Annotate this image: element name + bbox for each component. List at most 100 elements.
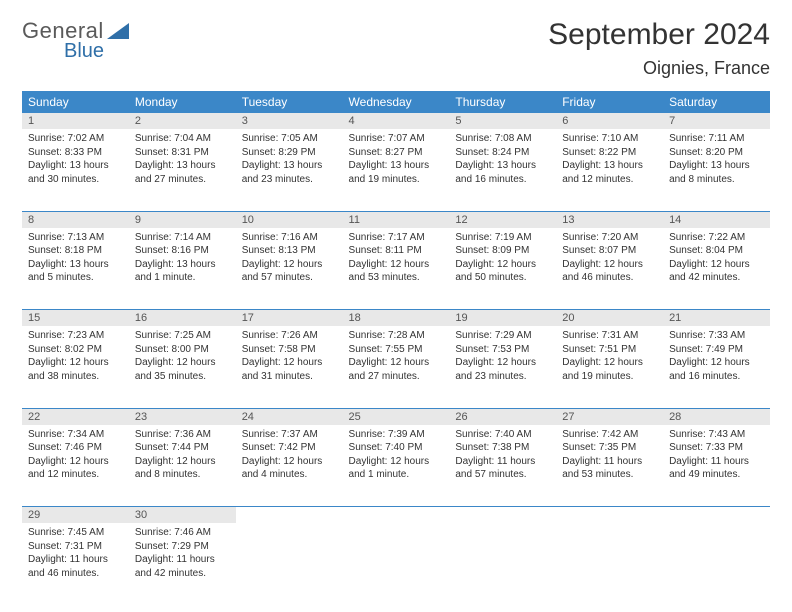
weekday-header: Saturday [663,91,770,113]
weekday-header-row: Sunday Monday Tuesday Wednesday Thursday… [22,91,770,113]
sunset-line: Sunset: 7:51 PM [562,343,657,357]
sunrise-line: Sunrise: 7:02 AM [28,132,123,146]
sunrise-line: Sunrise: 7:28 AM [349,329,444,343]
daynum-row: 1234567 [22,113,770,129]
day-number-cell: 15 [22,310,129,327]
sunset-line: Sunset: 8:18 PM [28,244,123,258]
day-content-cell: Sunrise: 7:08 AMSunset: 8:24 PMDaylight:… [449,129,556,211]
daylight-line: Daylight: 12 hours and 31 minutes. [242,356,337,383]
daylight-line: Daylight: 11 hours and 46 minutes. [28,553,123,580]
day-number-cell: 25 [343,408,450,425]
location: Oignies, France [548,58,770,79]
daynum-row: 22232425262728 [22,408,770,425]
day-content-cell: Sunrise: 7:34 AMSunset: 7:46 PMDaylight:… [22,425,129,507]
sunrise-line: Sunrise: 7:22 AM [669,231,764,245]
day-content-cell: Sunrise: 7:31 AMSunset: 7:51 PMDaylight:… [556,326,663,408]
day-number-cell: 4 [343,113,450,129]
daylight-line: Daylight: 13 hours and 1 minute. [135,258,230,285]
daylight-line: Daylight: 11 hours and 42 minutes. [135,553,230,580]
sunrise-line: Sunrise: 7:20 AM [562,231,657,245]
day-number-cell: 12 [449,211,556,228]
daylight-line: Daylight: 12 hours and 46 minutes. [562,258,657,285]
sunrise-line: Sunrise: 7:25 AM [135,329,230,343]
sunset-line: Sunset: 8:31 PM [135,146,230,160]
day-content-cell: Sunrise: 7:16 AMSunset: 8:13 PMDaylight:… [236,228,343,310]
daylight-line: Daylight: 13 hours and 19 minutes. [349,159,444,186]
day-number-cell: 1 [22,113,129,129]
day-number-cell: 22 [22,408,129,425]
sunrise-line: Sunrise: 7:10 AM [562,132,657,146]
sunset-line: Sunset: 8:16 PM [135,244,230,258]
daylight-line: Daylight: 12 hours and 16 minutes. [669,356,764,383]
daylight-line: Daylight: 13 hours and 12 minutes. [562,159,657,186]
daynum-row: 15161718192021 [22,310,770,327]
day-content-cell: Sunrise: 7:02 AMSunset: 8:33 PMDaylight:… [22,129,129,211]
day-content-cell [663,523,770,605]
sunrise-line: Sunrise: 7:19 AM [455,231,550,245]
sunrise-line: Sunrise: 7:42 AM [562,428,657,442]
sunrise-line: Sunrise: 7:11 AM [669,132,764,146]
weekday-header: Monday [129,91,236,113]
daylight-line: Daylight: 12 hours and 1 minute. [349,455,444,482]
day-content-cell: Sunrise: 7:46 AMSunset: 7:29 PMDaylight:… [129,523,236,605]
day-content-cell: Sunrise: 7:14 AMSunset: 8:16 PMDaylight:… [129,228,236,310]
sunset-line: Sunset: 7:55 PM [349,343,444,357]
sunrise-line: Sunrise: 7:39 AM [349,428,444,442]
day-number-cell: 26 [449,408,556,425]
sunrise-line: Sunrise: 7:08 AM [455,132,550,146]
daylight-line: Daylight: 12 hours and 35 minutes. [135,356,230,383]
day-number-cell: 7 [663,113,770,129]
daylight-line: Daylight: 12 hours and 23 minutes. [455,356,550,383]
day-number-cell: 13 [556,211,663,228]
logo-text-bottom: Blue [64,40,129,63]
sunrise-line: Sunrise: 7:43 AM [669,428,764,442]
sunrise-line: Sunrise: 7:33 AM [669,329,764,343]
day-content-cell: Sunrise: 7:25 AMSunset: 8:00 PMDaylight:… [129,326,236,408]
day-number-cell: 17 [236,310,343,327]
day-number-cell: 5 [449,113,556,129]
calendar-table: Sunday Monday Tuesday Wednesday Thursday… [22,91,770,605]
day-content-cell: Sunrise: 7:07 AMSunset: 8:27 PMDaylight:… [343,129,450,211]
daylight-line: Daylight: 11 hours and 57 minutes. [455,455,550,482]
daylight-line: Daylight: 13 hours and 23 minutes. [242,159,337,186]
sunset-line: Sunset: 7:31 PM [28,540,123,554]
day-number-cell [663,507,770,524]
sunrise-line: Sunrise: 7:45 AM [28,526,123,540]
day-number-cell: 19 [449,310,556,327]
day-content-cell: Sunrise: 7:22 AMSunset: 8:04 PMDaylight:… [663,228,770,310]
day-content-cell: Sunrise: 7:17 AMSunset: 8:11 PMDaylight:… [343,228,450,310]
title-block: September 2024 Oignies, France [548,18,770,79]
day-content-cell: Sunrise: 7:39 AMSunset: 7:40 PMDaylight:… [343,425,450,507]
day-number-cell [236,507,343,524]
sunset-line: Sunset: 8:20 PM [669,146,764,160]
sunset-line: Sunset: 8:24 PM [455,146,550,160]
day-content-cell: Sunrise: 7:19 AMSunset: 8:09 PMDaylight:… [449,228,556,310]
logo-triangle-icon [107,23,129,39]
sunset-line: Sunset: 8:02 PM [28,343,123,357]
day-number-cell: 14 [663,211,770,228]
daylight-line: Daylight: 13 hours and 27 minutes. [135,159,230,186]
daylight-line: Daylight: 13 hours and 30 minutes. [28,159,123,186]
sunset-line: Sunset: 7:58 PM [242,343,337,357]
day-content-cell: Sunrise: 7:40 AMSunset: 7:38 PMDaylight:… [449,425,556,507]
day-content-cell: Sunrise: 7:37 AMSunset: 7:42 PMDaylight:… [236,425,343,507]
sunset-line: Sunset: 7:29 PM [135,540,230,554]
weekday-header: Sunday [22,91,129,113]
daylight-line: Daylight: 13 hours and 5 minutes. [28,258,123,285]
day-number-cell: 28 [663,408,770,425]
weekday-header: Thursday [449,91,556,113]
daylight-line: Daylight: 12 hours and 4 minutes. [242,455,337,482]
sunrise-line: Sunrise: 7:13 AM [28,231,123,245]
daylight-line: Daylight: 12 hours and 53 minutes. [349,258,444,285]
daylight-line: Daylight: 12 hours and 12 minutes. [28,455,123,482]
sunset-line: Sunset: 7:46 PM [28,441,123,455]
sunrise-line: Sunrise: 7:07 AM [349,132,444,146]
daylight-line: Daylight: 12 hours and 57 minutes. [242,258,337,285]
content-row: Sunrise: 7:23 AMSunset: 8:02 PMDaylight:… [22,326,770,408]
sunset-line: Sunset: 8:04 PM [669,244,764,258]
day-content-cell [449,523,556,605]
sunset-line: Sunset: 7:33 PM [669,441,764,455]
month-title: September 2024 [548,18,770,52]
day-number-cell: 8 [22,211,129,228]
day-number-cell: 3 [236,113,343,129]
